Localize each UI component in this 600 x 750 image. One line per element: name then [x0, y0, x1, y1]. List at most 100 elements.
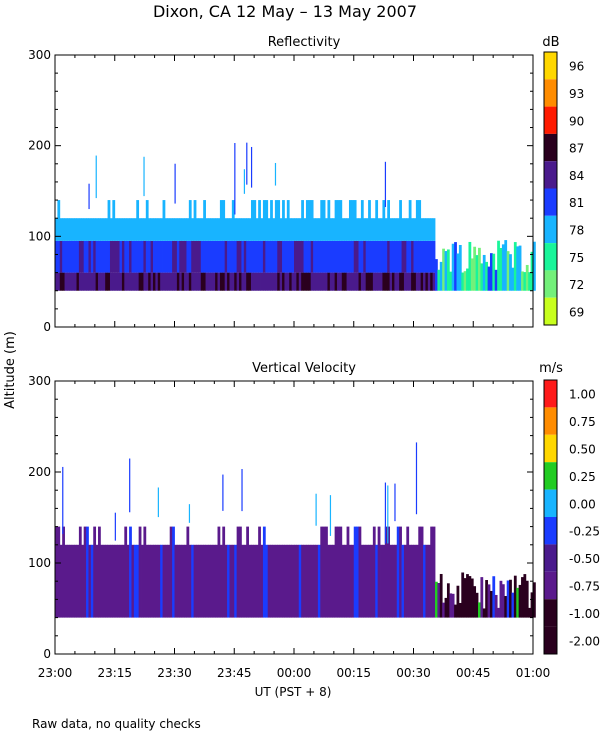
echo-cell: [90, 272, 94, 291]
echo-cell: [71, 544, 75, 618]
echo-cell: [315, 218, 319, 241]
echo-cell: [117, 240, 120, 273]
echo-cell: [109, 218, 113, 241]
echo-cell: [133, 218, 137, 241]
echo-cell: [234, 218, 238, 241]
echo-cell: [322, 526, 326, 618]
echo-cell: [241, 469, 243, 512]
echo-cell: [411, 272, 414, 291]
echo-cell: [506, 580, 510, 618]
echo-cell: [337, 526, 340, 618]
echo-cell: [234, 272, 238, 291]
echo-cell: [188, 544, 192, 618]
echo-cell: [432, 526, 436, 618]
echo-cell: [231, 200, 235, 241]
echo-cell: [499, 247, 503, 291]
echo-cell: [382, 200, 386, 241]
echo-cell: [332, 240, 336, 273]
echo-cell: [81, 544, 85, 618]
echo-cell: [102, 218, 106, 241]
x-tick-label: 01:00: [516, 666, 551, 680]
echo-cell: [231, 544, 235, 618]
echo-cell: [487, 266, 491, 291]
echo-field: [55, 142, 536, 291]
colorbar-swatch: [544, 571, 557, 600]
echo-cell: [167, 544, 171, 618]
echo-cell: [112, 200, 116, 241]
echo-cell: [413, 272, 417, 291]
echo-cell: [478, 247, 481, 291]
echo-cell: [243, 240, 247, 273]
echo-cell: [308, 200, 312, 241]
echo-cell: [418, 240, 422, 273]
echo-cell: [279, 240, 283, 273]
y-tick-label: 0: [43, 320, 51, 334]
echo-cell: [169, 526, 173, 618]
echo-cell: [174, 218, 178, 241]
echo-cell: [136, 544, 140, 618]
echo-cell: [509, 579, 512, 618]
echo-cell: [129, 218, 132, 241]
echo-cell: [241, 218, 245, 241]
echo-cell: [294, 544, 297, 618]
y-tick-label: 200: [28, 465, 51, 479]
echo-cell: [437, 269, 441, 291]
echo-cell: [121, 218, 125, 241]
echo-cell: [525, 580, 529, 618]
echo-cell: [341, 218, 345, 241]
echo-cell: [164, 544, 168, 618]
echo-cell: [59, 218, 63, 241]
echo-cell: [523, 272, 527, 291]
echo-cell: [329, 495, 332, 536]
echo-cell: [184, 272, 187, 291]
echo-cell: [66, 272, 70, 291]
echo-cell: [150, 272, 154, 291]
colorbar-label: 93: [569, 87, 584, 101]
echo-cell: [530, 592, 534, 618]
echo-cell: [346, 272, 350, 291]
echo-cell: [234, 143, 236, 215]
echo-cell: [425, 218, 429, 241]
echo-cell: [205, 240, 209, 273]
echo-cell: [64, 240, 68, 273]
echo-cell: [389, 218, 393, 241]
echo-cell: [78, 218, 82, 241]
echo-cell: [215, 272, 218, 291]
echo-cell: [325, 240, 328, 273]
echo-cell: [55, 240, 58, 273]
echo-cell: [131, 218, 135, 241]
echo-cell: [396, 526, 400, 618]
echo-cell: [427, 240, 431, 273]
echo-cell: [399, 526, 402, 618]
echo-cell: [150, 544, 154, 618]
echo-cell: [193, 240, 197, 273]
echo-cell: [90, 218, 94, 241]
y-tick-label: 300: [28, 48, 51, 62]
echo-cell: [413, 218, 417, 241]
echo-cell: [83, 240, 87, 273]
echo-cell: [411, 218, 414, 241]
echo-cell: [107, 272, 111, 291]
echo-cell: [403, 272, 407, 291]
echo-cell: [83, 272, 87, 291]
y-tick-label: 100: [28, 556, 51, 570]
echo-cell: [272, 240, 276, 273]
echo-cell: [231, 240, 235, 273]
echo-cell: [71, 218, 75, 241]
echo-cell: [325, 218, 328, 241]
echo-cell: [93, 240, 97, 273]
echo-cell: [227, 218, 230, 241]
echo-cell: [126, 240, 130, 273]
echo-cell: [270, 544, 273, 618]
colorbar-swatch: [544, 434, 557, 463]
echo-cell: [454, 604, 457, 618]
echo-cell: [274, 240, 278, 273]
echo-cell: [184, 240, 187, 273]
echo-cell: [325, 526, 328, 618]
colorbar-label: -0.25: [569, 525, 600, 539]
echo-cell: [215, 544, 218, 618]
echo-cell: [446, 583, 450, 618]
echo-cell: [286, 272, 290, 291]
echo-cell: [174, 272, 178, 291]
echo-cell: [358, 272, 362, 291]
